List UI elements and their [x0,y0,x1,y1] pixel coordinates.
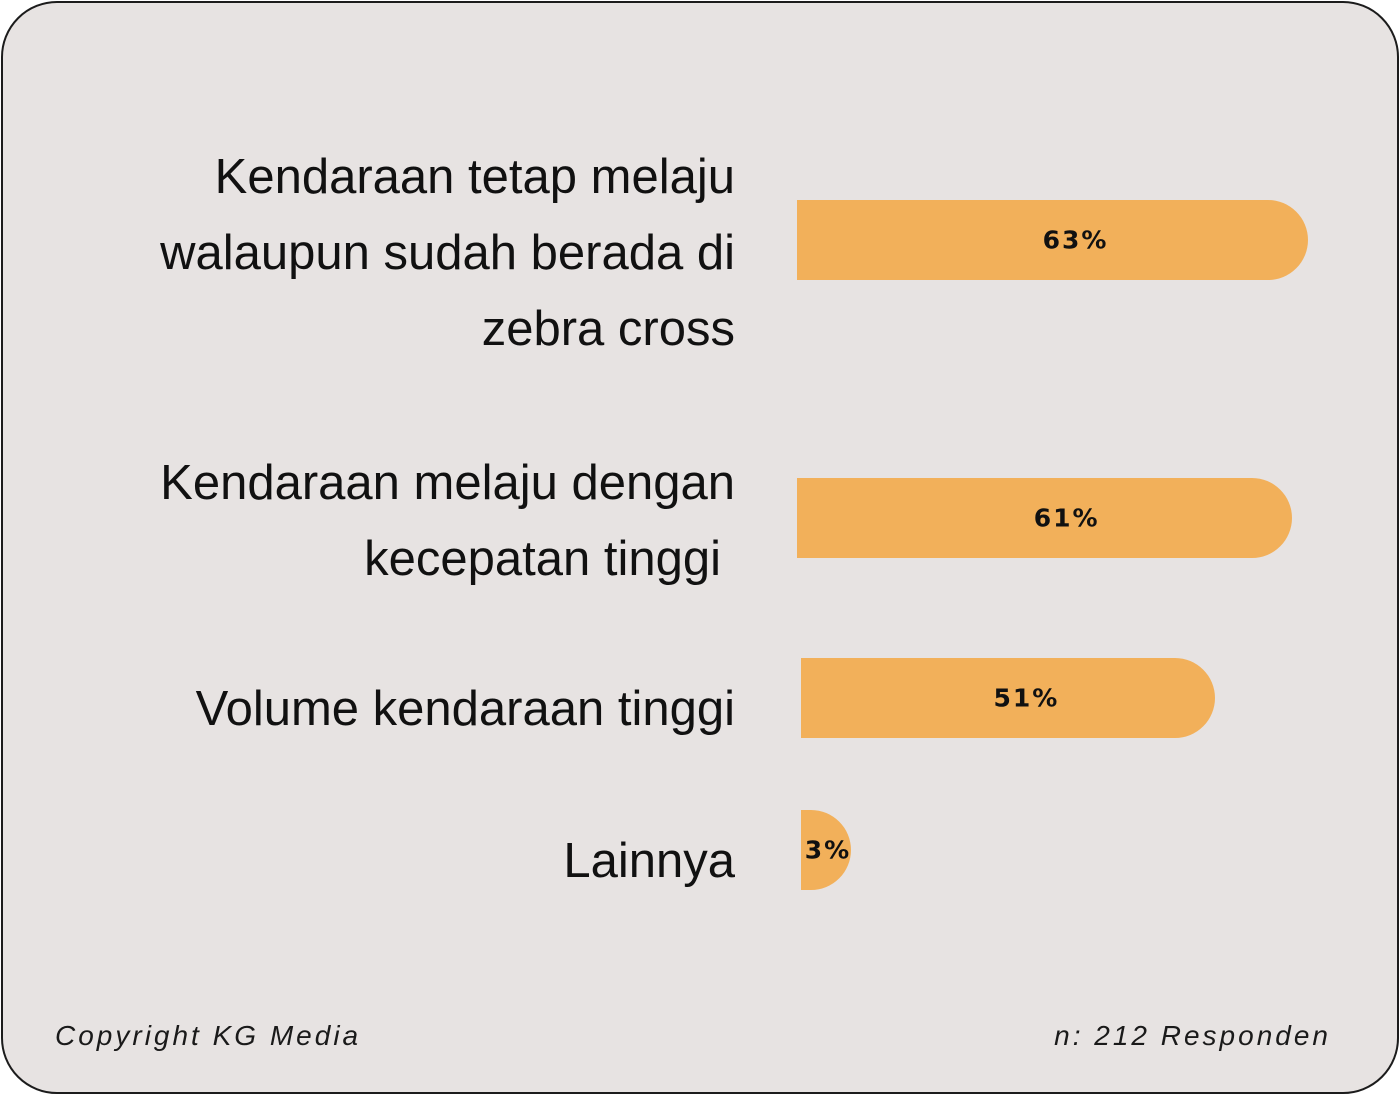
copyright-text: Copyright KG Media [55,1020,362,1051]
bar-value-label: 61% [1033,503,1100,533]
category-label: Kendaraan tetap melaju [214,150,735,204]
bar [797,200,1308,280]
category-label: walaupun sudah berada di [160,226,735,280]
category-label: Lainnya [563,834,735,888]
category-label: kecepatan tinggi [364,532,721,586]
bar-value-label: 63% [1042,225,1109,255]
bar [801,658,1215,738]
bar-value-label: 3% [804,835,852,865]
bar [797,478,1292,558]
category-label: Volume kendaraan tinggi [195,682,735,736]
respondent-count: n: 212 Responden [1054,1020,1331,1051]
category-label: Kendaraan melaju dengan [160,456,735,510]
category-label: zebra cross [481,302,735,356]
bar-value-label: 51% [993,683,1060,713]
